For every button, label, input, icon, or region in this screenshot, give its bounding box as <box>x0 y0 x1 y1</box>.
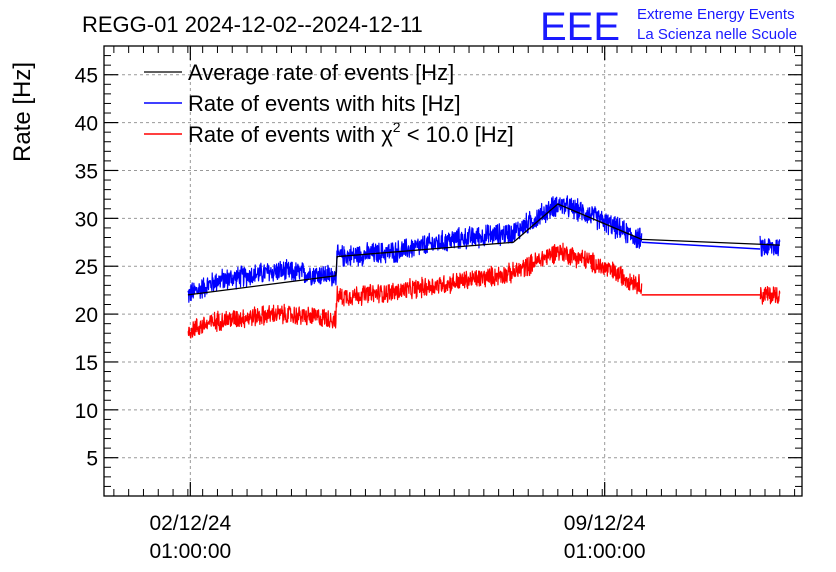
series-layer <box>187 195 781 339</box>
y-tick-label: 10 <box>75 400 98 423</box>
legend: Average rate of events [Hz] Rate of even… <box>144 60 514 147</box>
legend-label-hits: Rate of events with hits [Hz] <box>188 91 461 116</box>
x-tick-label-time: 01:00:00 <box>564 540 646 563</box>
series-1-segment-1 <box>759 235 781 257</box>
series-average-line <box>187 203 780 296</box>
chart-title: REGG-01 2024-12-02--2024-12-11 <box>82 12 423 37</box>
series-2-segment-1 <box>759 285 781 305</box>
eee-logo: EEE Extreme Energy Events La Scienza nel… <box>540 5 797 49</box>
series-1 <box>187 195 781 303</box>
logo-line-2: La Scienza nelle Scuole <box>637 26 797 43</box>
series-2-segment-0 <box>187 242 643 339</box>
y-tick-label: 25 <box>75 256 98 279</box>
x-tick-label-date: 09/12/24 <box>564 512 646 535</box>
grid <box>104 46 802 496</box>
x-tick-label-time: 01:00:00 <box>149 540 231 563</box>
legend-label-average: Average rate of events [Hz] <box>188 60 454 85</box>
logo-line-1: Extreme Energy Events <box>637 6 795 23</box>
y-tick-label: 5 <box>86 448 98 471</box>
y-tick-label: 20 <box>75 304 98 327</box>
logo-mark: EEE <box>540 5 620 49</box>
plot-frame <box>103 45 803 497</box>
series-1-segment-0 <box>187 195 643 303</box>
series-2 <box>187 242 781 339</box>
y-tick-label: 40 <box>75 113 98 136</box>
y-tick-label: 30 <box>75 208 98 231</box>
x-tick-label-date: 02/12/24 <box>149 512 231 535</box>
y-axis-label: Rate [Hz] <box>9 62 36 162</box>
axis-ticks <box>104 45 802 497</box>
series-0 <box>187 203 780 296</box>
y-tick-label: 35 <box>75 160 98 183</box>
legend-label-chi2: Rate of events with χ2 < 10.0 [Hz] <box>188 119 514 147</box>
y-tick-label: 45 <box>75 65 98 88</box>
series-1-gap-connector <box>641 241 761 250</box>
y-tick-label: 15 <box>75 352 98 375</box>
tick-labels: 5 10 15 20 25 30 35 40 45 02/12/24 01:00:00 09/12/2… <box>75 65 646 563</box>
